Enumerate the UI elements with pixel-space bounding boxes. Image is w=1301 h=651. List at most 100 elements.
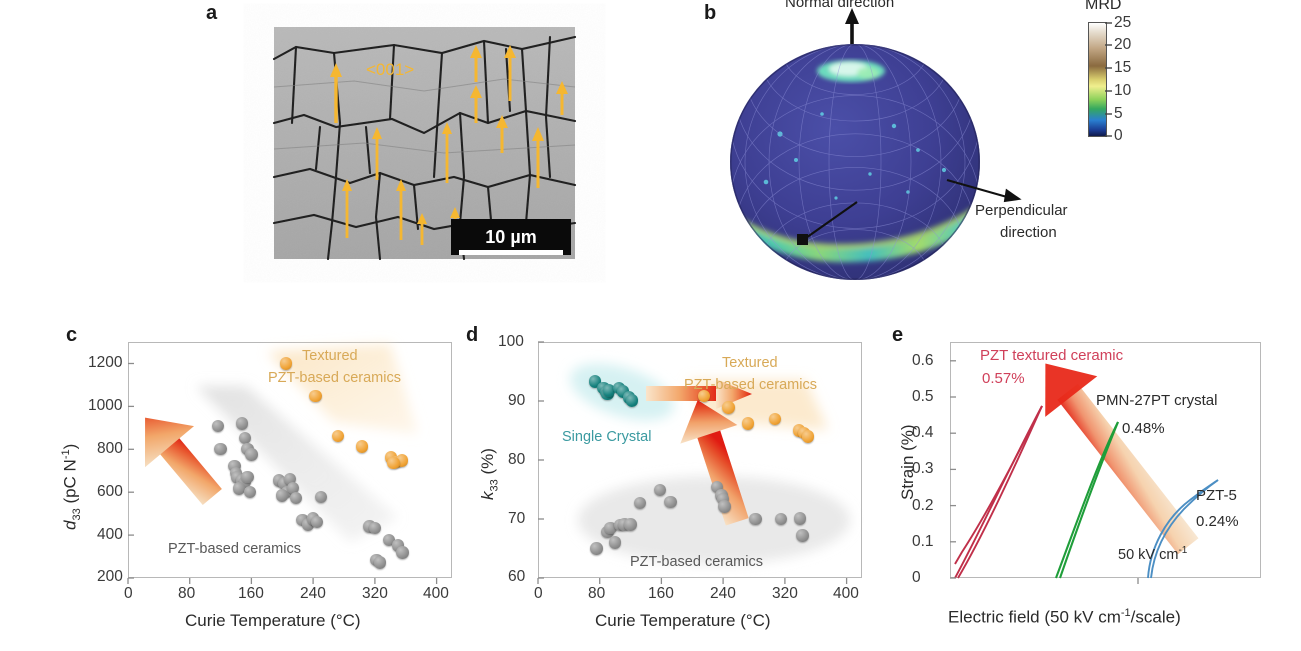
panel-a-direction-label: <001>: [366, 60, 414, 79]
panel-e-ytick-03: 0.3: [912, 460, 934, 477]
panel-c-pzt-label: PZT-based ceramics: [168, 541, 301, 557]
data-point: [232, 482, 246, 495]
data-point: [396, 546, 409, 559]
panel-d-ytick-70: 70: [508, 510, 526, 527]
data-point: [286, 481, 300, 495]
panel-a-scale-bar-line: [459, 250, 563, 255]
panel-c-xaxis-title: Curie Temperature (°C): [185, 611, 361, 630]
panel-d-ytick-100: 100: [498, 333, 524, 350]
panel-b-normal-arrow: [845, 8, 859, 64]
colorbar-tick-20: 20: [1114, 36, 1132, 53]
panel-e-field-inline-sup: -1: [1178, 545, 1188, 556]
panel-e-series2-label: PMN-27PT crystal: [1096, 392, 1218, 409]
data-point: [590, 542, 603, 555]
panel-c-highlight-arrow: [144, 417, 222, 506]
data-point: [309, 389, 322, 403]
data-point: [212, 419, 225, 433]
panel-b-colorbar-ticks: 25 20 15 10 5 0: [1105, 14, 1161, 144]
panel-label-e: e: [892, 324, 904, 346]
data-point: [624, 518, 637, 531]
data-point: [653, 483, 667, 497]
data-point: [749, 512, 762, 526]
panel-e-xaxis-sup: -1: [1120, 607, 1131, 619]
scale-bar-label: 10 µm: [485, 226, 537, 247]
panel-c-scatter-points: [128, 342, 452, 578]
panel-d-ytick-60: 60: [508, 568, 526, 585]
data-point: [241, 470, 254, 483]
panel-d-xtick-0: 0: [534, 585, 543, 602]
colorbar-tick-5: 5: [1114, 105, 1123, 122]
panel-d-textured-label-line2: PZT-based ceramics: [684, 377, 817, 393]
data-point: [368, 522, 382, 535]
panel-label-b: b: [704, 2, 717, 24]
panel-e-yaxis-title: Strain (%): [898, 424, 918, 500]
panel-e-ytick-02: 0.2: [912, 497, 934, 514]
panel-a-scale-bar: 10 µm: [451, 219, 571, 255]
data-point: [722, 401, 735, 414]
panel-d-xtick-240: 240: [710, 585, 736, 602]
panel-e-series3-value: 0.24%: [1196, 513, 1239, 530]
data-point: [245, 448, 258, 461]
panel-c-ytick-200: 200: [97, 568, 123, 585]
data-point: [276, 489, 289, 502]
panel-b-normal-direction-label: Normal direction: [785, 0, 895, 11]
data-point: [387, 457, 400, 470]
panel-c-ytick-1000: 1000: [88, 397, 123, 414]
panel-c-yaxis-unit: (pC N: [60, 459, 80, 509]
panel-b-perpendicular-label-line1: Perpendicular: [975, 202, 1068, 219]
panel-c-xtick-240: 240: [300, 585, 326, 602]
data-point: [741, 417, 755, 430]
panel-e-xaxis-title: Electric field (50 kV cm-1/scale): [948, 607, 1181, 628]
panel-c-ytick-1200: 1200: [88, 354, 123, 371]
panel-c-ytick-400: 400: [97, 526, 123, 543]
panel-b-pole-figure-sphere: [718, 42, 993, 282]
panel-b-perpendicular-label-line2: direction: [1000, 224, 1057, 241]
panel-label-d: d: [466, 324, 479, 346]
panel-e-ytick-00: 0: [912, 569, 921, 586]
panel-label-c: c: [66, 324, 78, 346]
panel-d-yaxis-sub: 33: [488, 479, 501, 492]
panel-d-single-crystal-label: Single Crystal: [562, 429, 652, 445]
data-point: [374, 556, 387, 569]
data-point: [633, 496, 647, 510]
panel-d-pzt-label: PZT-based ceramics: [630, 554, 763, 570]
data-point: [625, 394, 639, 407]
colorbar-tick-0: 0: [1114, 127, 1123, 144]
panel-b-colorbar-title: MRD: [1085, 0, 1122, 13]
panel-c-ytick-800: 800: [97, 440, 123, 457]
panel-c-xtick-0: 0: [124, 585, 133, 602]
data-point: [801, 430, 815, 443]
colorbar-tick-10: 10: [1114, 82, 1132, 99]
panel-b-colorbar: [1088, 22, 1107, 137]
data-point: [768, 412, 782, 425]
panel-d-textured-label-line1: Textured: [722, 355, 778, 371]
data-point: [310, 515, 324, 528]
panel-d-xtick-160: 160: [648, 585, 674, 602]
panel-e-series1-value: 0.57%: [982, 370, 1025, 387]
data-point: [774, 512, 788, 526]
panel-e-series2-value: 0.48%: [1122, 420, 1165, 437]
data-point: [279, 357, 293, 370]
colorbar-tick-25: 25: [1114, 14, 1132, 31]
data-point: [289, 491, 303, 505]
panel-e-ytick-06: 0.6: [912, 352, 934, 369]
panel-b-perpendicular-arrow: [946, 178, 1022, 203]
data-point: [243, 485, 257, 499]
panel-c-yaxis-unit-sup: -1: [60, 449, 72, 460]
data-point: [608, 536, 622, 549]
data-point: [718, 500, 731, 513]
panel-e-field-inline-text: 50 kV cm: [1118, 546, 1179, 563]
panel-d-ytick-80: 80: [508, 451, 526, 468]
panel-e-axis-ticks: [950, 360, 1139, 584]
panel-d-yaxis-unit: (%): [478, 448, 497, 480]
panel-c-ytick-600: 600: [97, 483, 123, 500]
panel-e-yaxis-text: Strain (%): [898, 424, 917, 500]
panel-c-textured-label-line2: PZT-based ceramics: [268, 370, 401, 386]
panel-e-series3-label: PZT-5: [1196, 487, 1237, 504]
data-point: [794, 512, 807, 525]
panel-d-yaxis-title: k33 (%): [478, 448, 500, 500]
panel-c-yaxis-sub: 33: [71, 508, 84, 521]
panel-d-axis-ticks: [537, 341, 848, 584]
panel-c-xtick-160: 160: [238, 585, 264, 602]
data-point: [355, 440, 368, 453]
